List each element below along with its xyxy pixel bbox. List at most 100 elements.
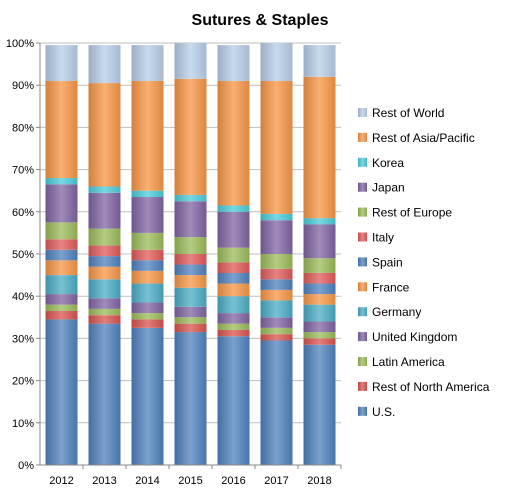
legend-swatch [358, 207, 367, 217]
bar-segment [174, 323, 207, 333]
bar-segment [174, 78, 207, 195]
legend-label: Rest of Asia/Pacific [372, 131, 475, 145]
bars [45, 43, 336, 465]
bar-segment [174, 237, 207, 254]
bar-segment [303, 272, 336, 284]
bar-segment [217, 211, 250, 248]
bar-segment [217, 45, 250, 81]
bar-segment [174, 275, 207, 288]
bar-segment [88, 45, 121, 84]
bar-segment [260, 300, 293, 318]
y-tick-label: 20% [12, 376, 34, 388]
bar-segment [260, 254, 293, 269]
bar-segment [260, 279, 293, 290]
bar-segment [45, 45, 78, 81]
bar-segment [88, 245, 121, 257]
bar-segment [217, 296, 250, 314]
bar-segment [131, 190, 164, 198]
bar-segment [303, 45, 336, 77]
x-tick-label: 2012 [49, 475, 73, 487]
y-tick-label: 90% [12, 80, 34, 92]
x-tick-label: 2013 [92, 475, 116, 487]
legend-label: United Kingdom [372, 330, 457, 344]
y-tick-label: 80% [12, 122, 34, 134]
bar-segment [217, 313, 250, 324]
y-tick-label: 40% [12, 291, 34, 303]
bar-segment [303, 283, 336, 295]
bar-segment [260, 340, 293, 465]
bar-segment [217, 329, 250, 337]
bar-segment [303, 304, 336, 322]
x-tick-label: 2018 [307, 475, 331, 487]
y-tick-label: 60% [12, 207, 34, 219]
bar-segment [131, 283, 164, 303]
bar-segment [45, 249, 78, 261]
bar-segment [260, 327, 293, 335]
bar-segment [45, 178, 78, 185]
bar-segment [88, 256, 121, 267]
bar-segment [45, 184, 78, 223]
legend-swatch [358, 132, 367, 142]
legend-swatch [358, 307, 367, 317]
bar-segment [303, 338, 336, 345]
bar-segment [260, 43, 293, 81]
legend-swatch [358, 282, 367, 292]
legend-swatch [358, 332, 367, 342]
bar-segment [174, 254, 207, 265]
legend-label: Spain [372, 255, 403, 269]
bar-segment [45, 294, 78, 305]
bar-segment [88, 228, 121, 246]
bar-segment [303, 332, 336, 339]
bar-segment [88, 315, 121, 324]
legend: Rest of World Rest of Asia/Pacific Korea Ja… [358, 106, 490, 419]
bar-segment [88, 308, 121, 316]
legend-label: Italy [372, 231, 394, 245]
bar-segment [131, 45, 164, 81]
y-tick-label: 70% [12, 165, 34, 177]
y-tick-label: 100% [6, 38, 34, 50]
bar-segment [131, 197, 164, 233]
bar-segment [303, 224, 336, 259]
bar-segment [174, 194, 207, 202]
bar-segment [217, 247, 250, 263]
y-tick-label: 30% [12, 333, 34, 345]
bar-segment [303, 258, 336, 273]
bar-segment [45, 319, 78, 465]
legend-swatch [358, 357, 367, 366]
y-tick-label: 50% [12, 249, 34, 261]
bar-segment [131, 232, 164, 250]
legend-label: Latin America [372, 355, 445, 369]
bar-segment [131, 319, 164, 328]
chart-title: Sutures & Staples [192, 12, 329, 29]
bar-segment [88, 83, 121, 187]
bar-segment [174, 264, 207, 276]
legend-swatch [358, 406, 367, 416]
x-tick-label: 2014 [135, 475, 159, 487]
bar-segment [131, 260, 164, 271]
legend-label: Japan [372, 181, 405, 195]
bar-segment [131, 302, 164, 314]
bar-segment [174, 332, 207, 465]
bar-segment [88, 323, 121, 465]
bar-segment [88, 192, 121, 229]
legend-swatch [358, 381, 367, 391]
x-tick-label: 2015 [178, 475, 202, 487]
bar-segment [88, 279, 121, 299]
bar-segment [174, 43, 207, 79]
y-tick-label: 10% [12, 418, 34, 430]
legend-swatch [358, 108, 367, 117]
bar-segment [45, 275, 78, 295]
bar-segment [260, 317, 293, 328]
bar-segment [174, 317, 207, 324]
bar-segment [88, 186, 121, 193]
bar-segment [303, 294, 336, 305]
x-tick-label: 2016 [221, 475, 245, 487]
legend-label: Rest of World [372, 106, 444, 120]
bar-segment [217, 262, 250, 273]
bar-segment [303, 218, 336, 225]
bar-segment [131, 327, 164, 465]
bar-segment [131, 270, 164, 284]
bar-segment [88, 298, 121, 309]
